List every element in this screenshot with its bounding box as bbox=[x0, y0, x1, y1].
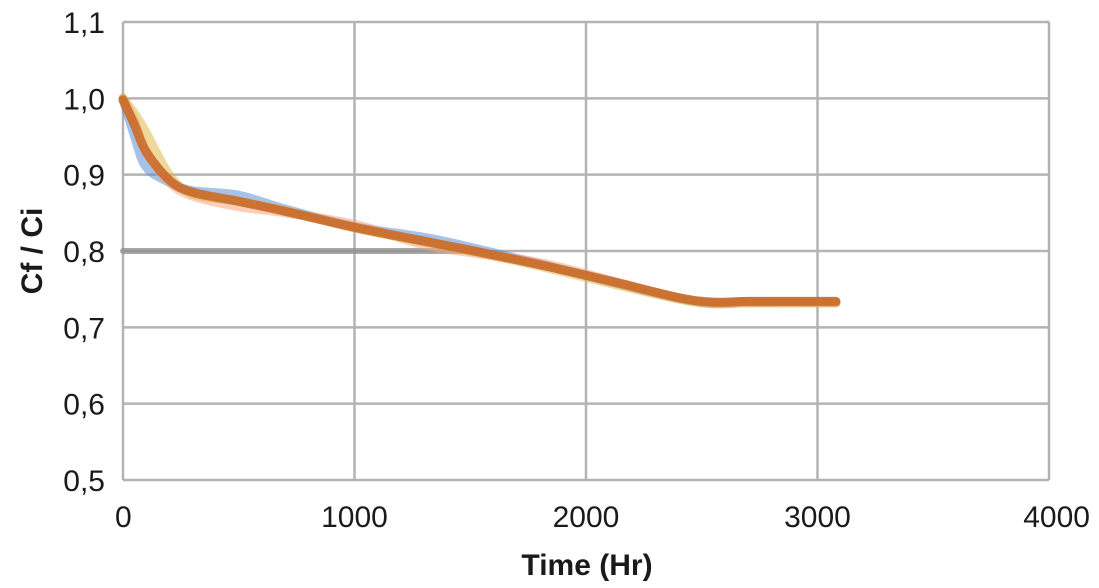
y-tick-label: 0,7 bbox=[63, 312, 105, 345]
series-line-4 bbox=[118, 95, 841, 307]
x-tick-label: 2000 bbox=[553, 501, 620, 534]
x-tick-labels: 0 1000 2000 3000 4000 bbox=[115, 501, 1090, 534]
x-tick-label: 4000 bbox=[1023, 501, 1090, 534]
y-tick-labels: 0,5 0,6 0,7 0,8 0,9 1,0 1,1 bbox=[63, 7, 105, 498]
y-tick-label: 1,1 bbox=[63, 7, 105, 40]
x-axis-label: Time (Hr) bbox=[521, 549, 652, 582]
x-tick-label: 1000 bbox=[321, 501, 388, 534]
series-layer bbox=[118, 93, 841, 309]
y-tick-label: 0,6 bbox=[63, 389, 105, 422]
y-axis-label: Cf / Ci bbox=[16, 208, 49, 295]
x-tick-label: 3000 bbox=[784, 501, 851, 534]
y-tick-label: 0,8 bbox=[63, 236, 105, 269]
y-tick-label: 1,0 bbox=[63, 83, 105, 116]
x-tick-label: 0 bbox=[115, 501, 132, 534]
y-tick-label: 0,5 bbox=[63, 465, 105, 498]
y-tick-label: 0,9 bbox=[63, 160, 105, 193]
